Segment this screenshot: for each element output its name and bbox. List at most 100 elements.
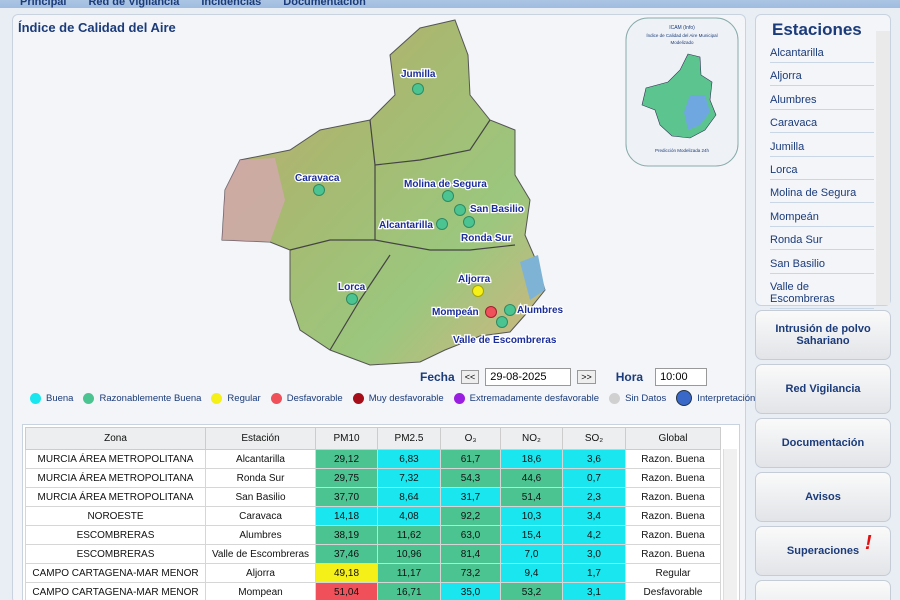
inset-heading: ICAM (Info): [669, 25, 695, 31]
value-cell: 7,32: [377, 468, 441, 488]
legend-item: Extremadamente desfavorable: [453, 392, 599, 404]
inset-mode: Modelizado: [670, 40, 694, 45]
value-cell: 37,46: [315, 544, 378, 564]
value-cell: 92,2: [440, 506, 501, 526]
legend-swatch: [609, 392, 621, 404]
hour-select[interactable]: 10:00: [655, 368, 708, 386]
station-dot[interactable]: [436, 218, 448, 230]
nav-link[interactable]: Incidencias: [201, 0, 262, 8]
station-link[interactable]: Mompeán: [770, 211, 874, 227]
value-cell: 81,4: [440, 544, 501, 564]
text-cell: MURCIA ÁREA METROPOLITANA: [25, 468, 206, 488]
text-cell: Ronda Sur: [205, 468, 316, 488]
table-row: CAMPO CARTAGENA-MAR MENOR Mompean 51,04 16,…: [25, 582, 721, 600]
legend-item: Razonablemente Buena: [83, 392, 201, 404]
scrollbar[interactable]: [876, 31, 890, 305]
legend-label: Regular: [227, 392, 261, 404]
menu-button[interactable]: Indice Nacional: [755, 580, 891, 600]
prev-button[interactable]: <<: [460, 370, 480, 384]
table-row: NOROESTE Caravaca 14,18 4,08 92,2 10,3 3,4 Razo…: [25, 506, 721, 526]
menu-button[interactable]: Intrusión de polvo Sahariano: [755, 310, 891, 360]
text-cell: Razon. Buena: [625, 468, 721, 488]
menu-button[interactable]: Red Vigilancia: [755, 364, 891, 414]
station-link[interactable]: Lorca: [770, 164, 874, 180]
value-cell: 18,6: [500, 449, 563, 469]
value-cell: 4,08: [377, 506, 441, 526]
station-link[interactable]: Ronda Sur: [770, 234, 874, 251]
station-list-heading: Estaciones: [772, 20, 862, 39]
station-link[interactable]: Molina de Segura: [770, 187, 874, 204]
hour-label: Hora: [615, 370, 644, 384]
legend-item: Desfavorable: [270, 392, 343, 404]
station-dot[interactable]: [496, 316, 508, 328]
value-cell: 10,96: [377, 544, 441, 564]
menu-button[interactable]: Documentación: [755, 418, 891, 468]
date-input[interactable]: 29-08-2025: [485, 368, 572, 386]
scrollbar[interactable]: [723, 449, 737, 600]
station-dot[interactable]: [463, 216, 475, 228]
value-cell: 51,04: [315, 582, 378, 600]
text-cell: Razon. Buena: [625, 506, 721, 526]
station-dot[interactable]: [454, 204, 466, 216]
next-button[interactable]: >>: [577, 370, 596, 384]
text-cell: Valle de Escombreras: [205, 544, 316, 564]
station-label: Jumilla: [401, 69, 436, 80]
date-controls: Fecha << 29-08-2025 >> Hora 10:00: [420, 367, 708, 387]
table-row: MURCIA ÁREA METROPOLITANA San Basilio 37,7…: [25, 487, 721, 507]
region-shape: [221, 19, 546, 366]
station-link[interactable]: San Basilio: [770, 258, 874, 274]
menu-button[interactable]: Superaciones: [755, 526, 891, 576]
station-dot[interactable]: [412, 83, 424, 95]
value-cell: 2,3: [562, 487, 626, 507]
text-cell: Caravaca: [205, 506, 316, 526]
legend-swatch: [211, 392, 223, 404]
value-cell: 3,6: [562, 449, 626, 469]
legend: Buena Razonablemente Buena Regular Desfavor…: [30, 390, 755, 406]
alert-icon: !: [865, 532, 872, 554]
station-dot[interactable]: [485, 306, 497, 318]
value-cell: 31,7: [440, 487, 501, 507]
value-cell: 9,4: [500, 563, 563, 583]
station-dot[interactable]: [504, 304, 516, 316]
text-cell: Razon. Buena: [625, 487, 721, 507]
nav-link[interactable]: Red de Vigilancia: [88, 0, 180, 8]
table-row: ESCOMBRERAS Alumbres 38,19 11,62 63,0 15,4 4,2…: [25, 525, 721, 545]
station-label: Molina de Segura: [404, 179, 487, 190]
value-cell: 35,0: [440, 582, 501, 600]
table-row: MURCIA ÁREA METROPOLITANA Alcantarilla 29,…: [25, 449, 721, 469]
help-icon[interactable]: [676, 390, 693, 406]
text-cell: CAMPO CARTAGENA-MAR MENOR: [25, 582, 206, 600]
station-link[interactable]: Jumilla: [770, 141, 874, 157]
station-link[interactable]: Caravaca: [770, 117, 874, 134]
station-dot[interactable]: [472, 285, 484, 297]
value-cell: 61,7: [440, 449, 501, 469]
text-cell: Razon. Buena: [625, 449, 721, 469]
text-cell: San Basilio: [205, 487, 316, 507]
nav-link[interactable]: Documentación: [283, 0, 366, 8]
station-link[interactable]: Aljorra: [770, 70, 874, 87]
value-cell: 6,83: [377, 449, 441, 469]
column-header: PM2.5: [377, 427, 441, 450]
legend-item: Regular: [211, 392, 261, 404]
menu-button[interactable]: Avisos: [755, 472, 891, 522]
legend-label: Buena: [46, 392, 74, 404]
text-cell: ESCOMBRERAS: [25, 544, 206, 564]
station-dot[interactable]: [346, 293, 358, 305]
value-cell: 73,2: [440, 563, 501, 583]
station-link[interactable]: Valle de Escombreras: [770, 281, 874, 309]
interpretation-link[interactable]: Interpretación: [697, 392, 756, 404]
station-list-panel: Estaciones Alcantarilla Aljorra Alumbres Ca…: [755, 14, 891, 309]
station-dot[interactable]: [313, 184, 325, 196]
value-cell: 7,0: [500, 544, 563, 564]
station-link[interactable]: Alumbres: [770, 94, 874, 110]
text-cell: Alcantarilla: [205, 449, 316, 469]
value-cell: 0,7: [562, 468, 626, 488]
border-line: [374, 239, 516, 251]
text-cell: Razon. Buena: [625, 544, 721, 564]
inset-subtitle: Índice de Calidad del Aire Municipal: [646, 32, 717, 38]
border-line: [329, 254, 391, 351]
nav-link[interactable]: Principal: [20, 0, 67, 8]
value-cell: 38,19: [315, 525, 378, 545]
station-link[interactable]: Alcantarilla: [770, 47, 874, 63]
station-dot[interactable]: [442, 190, 454, 202]
